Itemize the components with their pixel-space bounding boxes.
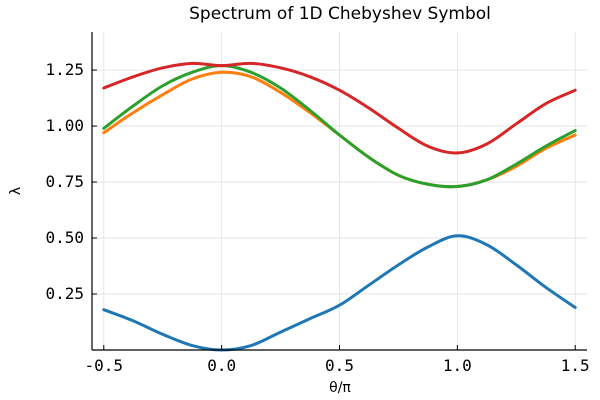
x-tick-label: 1.5 [561, 356, 590, 375]
y-axis-label: λ [8, 187, 24, 195]
ticks: -0.5 0.0 0.5 1.0 1.5 0.25 0.50 0.75 1.00 1.25 [45, 60, 589, 375]
series-line-1 [102, 234, 577, 352]
x-tick-label: 0.5 [325, 356, 354, 375]
series-line-4 [102, 61, 577, 155]
x-tick-label: 1.0 [443, 356, 472, 375]
grid [92, 32, 587, 350]
x-tick-label: -0.5 [85, 356, 124, 375]
y-tick-label: 0.25 [45, 284, 84, 303]
y-tick-label: 1.00 [45, 116, 84, 135]
x-axis-label: θ/π [329, 380, 351, 396]
series-lines [102, 61, 577, 352]
y-tick-label: 1.25 [45, 60, 84, 79]
x-tick-label: 0.0 [207, 356, 236, 375]
series-line-3 [102, 64, 577, 189]
chart-title: Spectrum of 1D Chebyshev Symbol [189, 4, 491, 24]
y-tick-label: 0.50 [45, 228, 84, 247]
y-tick-label: 0.75 [45, 172, 84, 191]
